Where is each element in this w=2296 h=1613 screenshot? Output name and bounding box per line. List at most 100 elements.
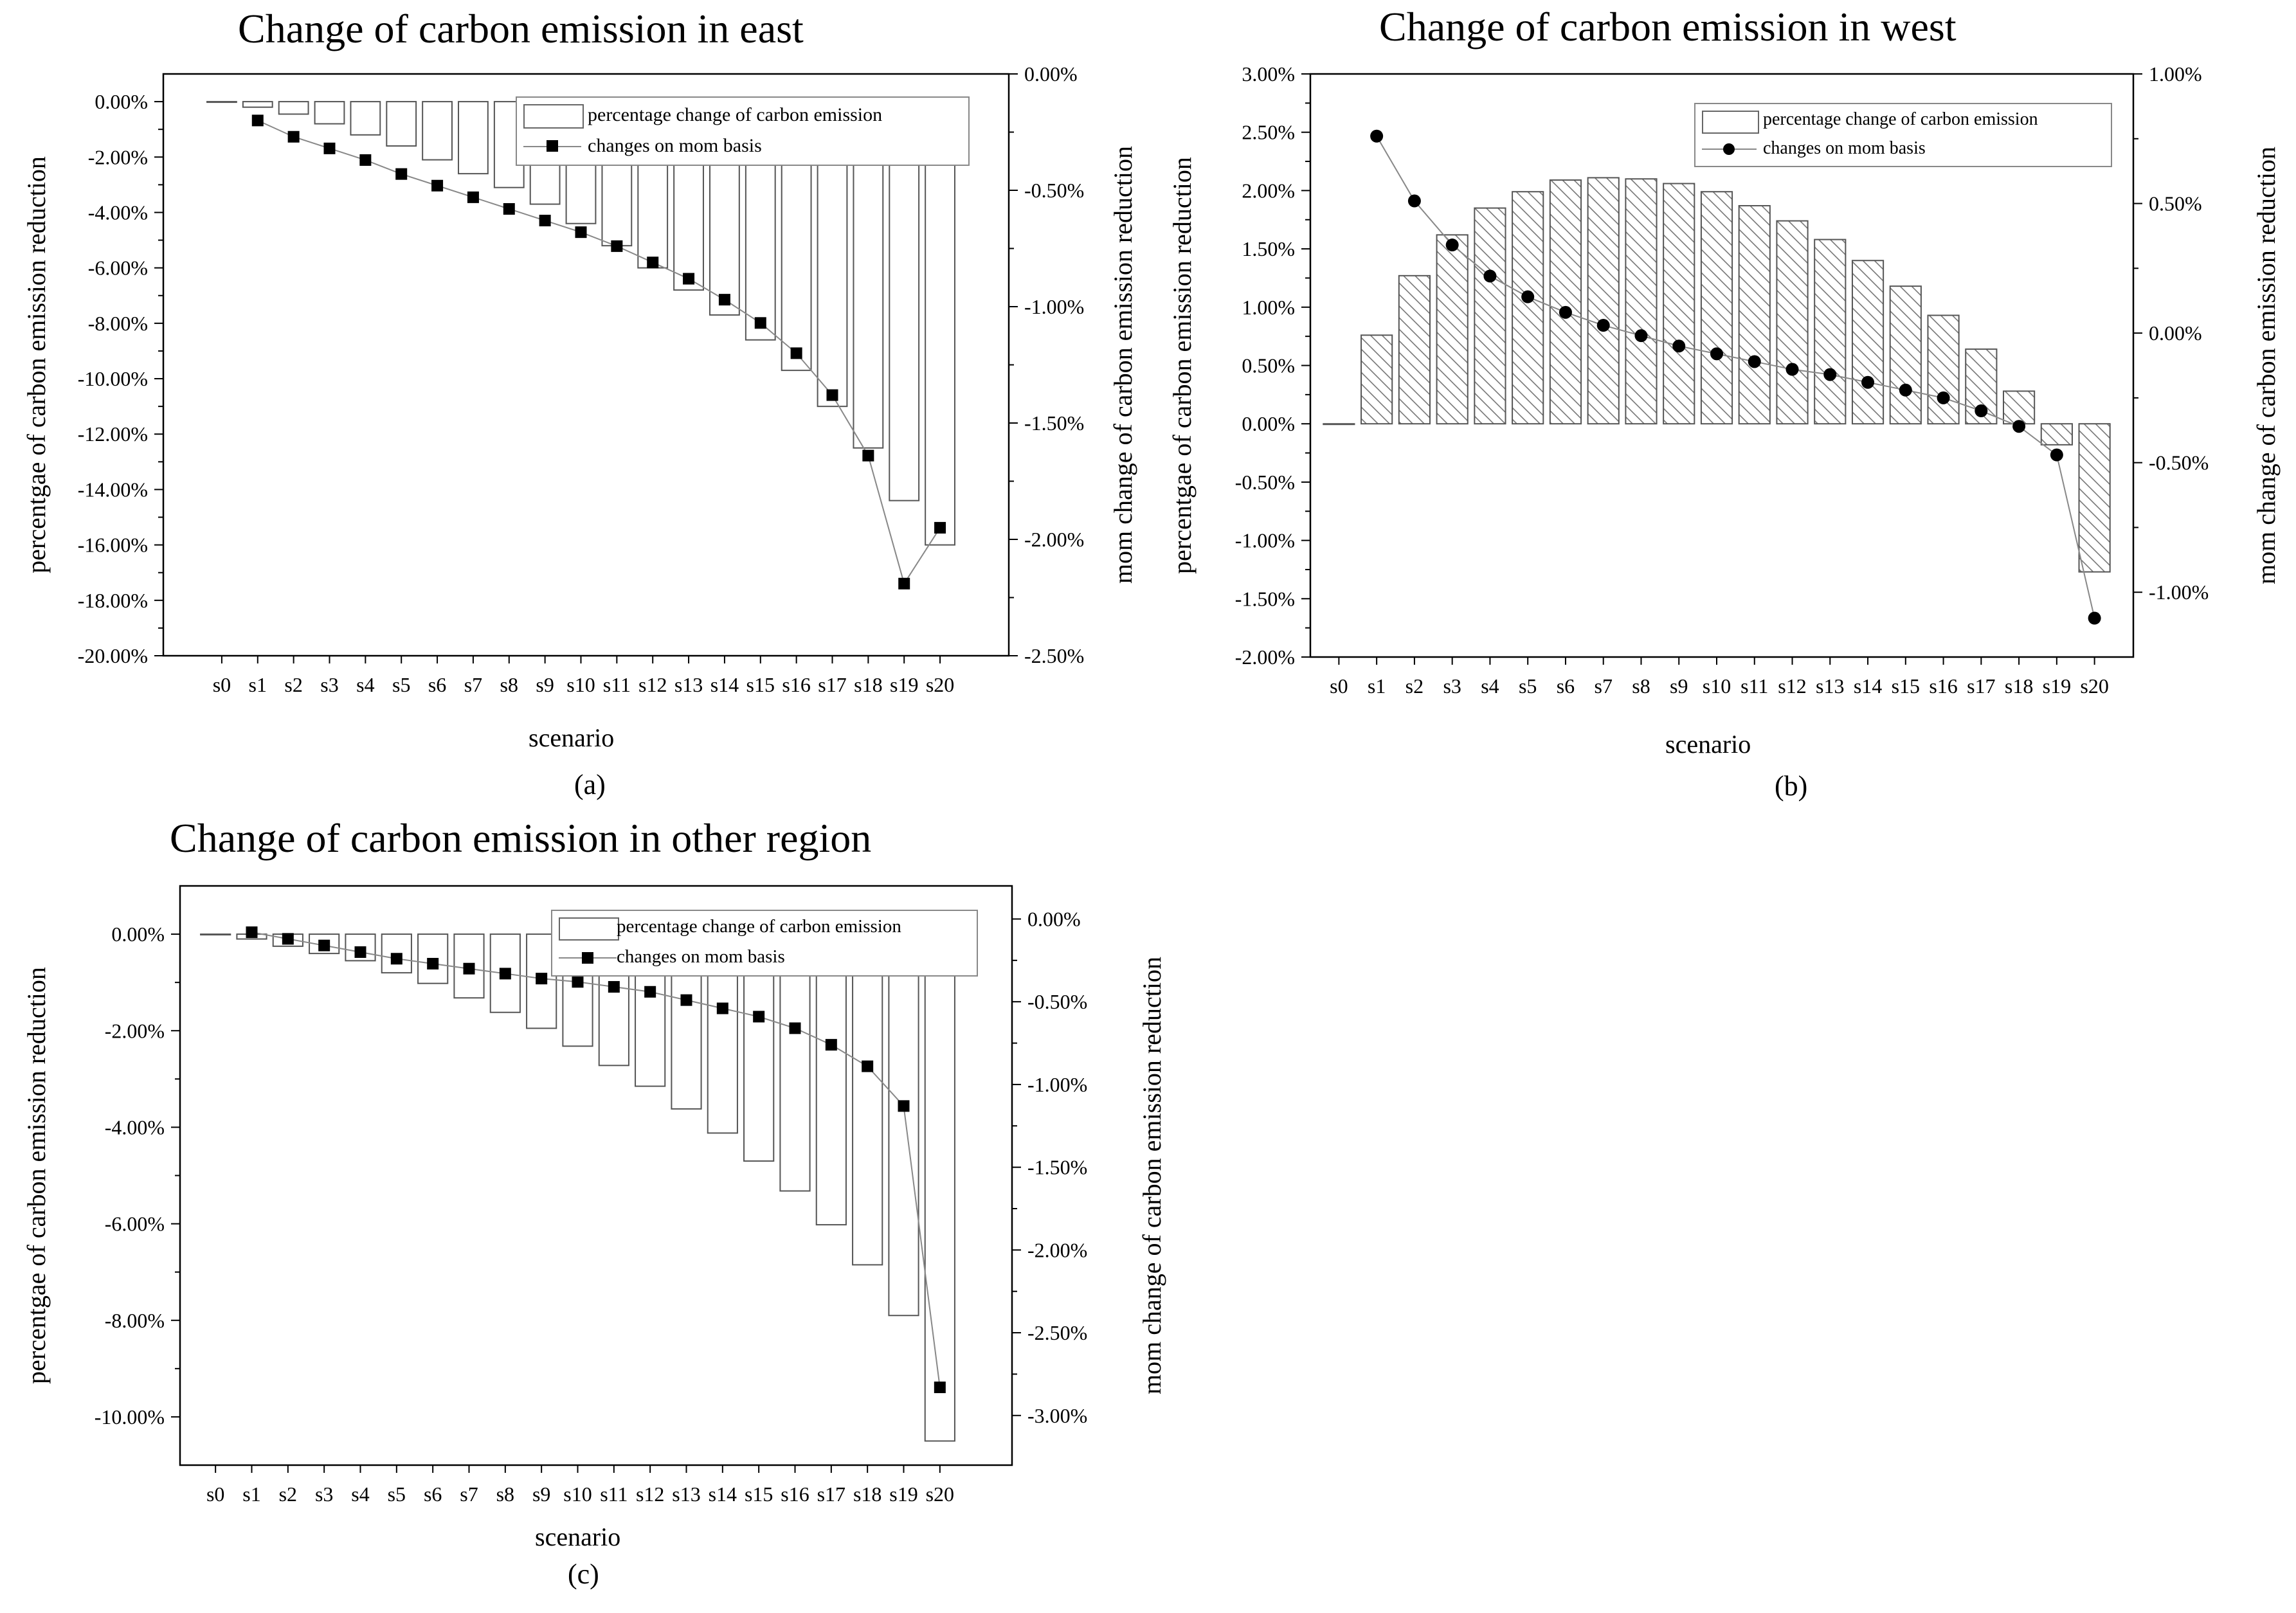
marker-s11 xyxy=(611,240,623,252)
bar-s17 xyxy=(815,933,847,1226)
marker-s19 xyxy=(898,1100,910,1112)
legend-marker-square xyxy=(547,140,558,152)
y-tick-label: 2.00% xyxy=(1242,179,1295,202)
y2-tick-label: -2.00% xyxy=(1024,528,1084,551)
y-tick-label: -6.00% xyxy=(105,1212,165,1236)
marker-s3 xyxy=(1445,239,1459,252)
x-tick-label-s10: s10 xyxy=(566,673,595,696)
bar-s20 xyxy=(925,101,955,546)
y2-tick-label: -2.50% xyxy=(1027,1321,1087,1344)
bar-s16 xyxy=(779,933,811,1192)
marker-s2 xyxy=(287,131,300,143)
marker-s14 xyxy=(716,1002,728,1014)
y-tick-label: -4.00% xyxy=(88,201,148,224)
marker-s11 xyxy=(1748,355,1761,368)
y-tick-label: -4.00% xyxy=(105,1115,165,1139)
chart-panel-other: Change of carbon emission in other regio… xyxy=(0,807,1183,1613)
marker-s6 xyxy=(427,957,439,969)
x-tick-label-s16: s16 xyxy=(1929,674,1957,698)
bar-s18 xyxy=(852,933,883,1266)
marker-s1 xyxy=(246,926,258,939)
y-tick-label: -1.50% xyxy=(1235,587,1295,610)
bar-s3 xyxy=(314,101,345,125)
legend-label-line: changes on mom basis xyxy=(1763,138,1926,158)
chart-title-east: Change of carbon emission in east xyxy=(238,6,804,51)
marker-s5 xyxy=(390,953,402,965)
x-tick-label-s0: s0 xyxy=(213,673,231,696)
x-tick-label-s2: s2 xyxy=(279,1482,297,1506)
y-tick-label: -10.00% xyxy=(95,1405,165,1428)
x-tick-label-s13: s13 xyxy=(672,1482,700,1506)
x-tick-label-s0: s0 xyxy=(206,1482,224,1506)
marker-s15 xyxy=(754,317,766,329)
bar-s15 xyxy=(1889,285,1922,425)
marker-s9 xyxy=(539,215,551,227)
marker-s19 xyxy=(898,577,910,590)
y2-tick-label: -1.00% xyxy=(1024,295,1084,318)
x-tick-label-s4: s4 xyxy=(351,1482,369,1506)
x-axis-label-west: scenario xyxy=(1665,730,1751,759)
y-tick-label: -6.00% xyxy=(88,257,148,280)
marker-s3 xyxy=(318,939,330,951)
x-tick-label-s5: s5 xyxy=(1519,674,1537,698)
y-tick-label: -18.00% xyxy=(78,589,148,612)
bar-s6 xyxy=(422,101,453,161)
bar-s19 xyxy=(2040,423,2073,446)
marker-s11 xyxy=(608,981,620,993)
marker-s5 xyxy=(395,168,408,180)
chart-panel-east: Change of carbon emission in east 0.00% -… xyxy=(0,0,1144,807)
marker-s16 xyxy=(1937,391,1950,404)
y-tick-label: -8.00% xyxy=(88,312,148,335)
marker-s8 xyxy=(503,203,515,215)
x-tick-label-s19: s19 xyxy=(889,1482,917,1506)
y-tick-label: -14.00% xyxy=(78,478,148,501)
bar-s3 xyxy=(1436,234,1469,425)
marker-s16 xyxy=(789,1022,801,1034)
bar-s16 xyxy=(1927,314,1960,425)
bar-s20 xyxy=(924,933,955,1442)
marker-s3 xyxy=(323,142,336,154)
marker-s6 xyxy=(1559,305,1572,319)
chart-title-west: Change of carbon emission in west xyxy=(1379,4,1957,50)
y-tick-label: 3.00% xyxy=(1242,62,1295,86)
x-axis-label-other: scenario xyxy=(535,1522,621,1551)
marker-s14 xyxy=(718,294,730,306)
y2-tick-label: -2.50% xyxy=(1024,644,1084,667)
marker-s20 xyxy=(934,521,946,534)
x-tick-label-s5: s5 xyxy=(388,1482,406,1506)
x-tick-label-s19: s19 xyxy=(890,673,918,696)
marker-s9 xyxy=(536,973,548,985)
marker-s13 xyxy=(683,273,695,285)
y2-tick-label: -1.00% xyxy=(1027,1073,1087,1096)
x-tick-label-s3: s3 xyxy=(1443,674,1461,698)
legend-item-bar xyxy=(559,917,619,941)
bar-s7 xyxy=(458,101,489,175)
x-tick-label-s1: s1 xyxy=(249,673,267,696)
x-tick-label-s14: s14 xyxy=(710,673,739,696)
subfigure-label-b: (b) xyxy=(1775,770,1808,802)
y2-tick-label: -3.00% xyxy=(1027,1404,1087,1427)
marker-s18 xyxy=(862,1060,874,1072)
legend-label-bar: percentage change of carbon emission xyxy=(617,916,901,937)
x-tick-label-s6: s6 xyxy=(1557,674,1575,698)
mom-line xyxy=(257,120,941,586)
x-tick-label-s9: s9 xyxy=(1670,674,1688,698)
y-tick-label: 1.50% xyxy=(1242,237,1295,260)
x-tick-label-s1: s1 xyxy=(1368,674,1386,698)
y-tick-label: -1.00% xyxy=(1235,529,1295,552)
bar-s19 xyxy=(888,933,919,1317)
bar-s19 xyxy=(889,101,920,501)
bar-s4 xyxy=(350,101,381,136)
x-tick-label-s3: s3 xyxy=(315,1482,333,1506)
x-tick-label-s20: s20 xyxy=(926,1482,954,1506)
y-tick-label: 0.00% xyxy=(1242,412,1295,435)
bar-s5 xyxy=(386,101,417,147)
marker-s10 xyxy=(575,226,587,239)
y2-tick-label: -1.00% xyxy=(2149,581,2209,604)
marker-s2 xyxy=(1407,194,1421,208)
marker-s7 xyxy=(1596,319,1610,332)
legend-west: percentage change of carbon emission cha… xyxy=(1694,103,2112,167)
legend-label-line: changes on mom basis xyxy=(617,946,785,967)
y2-axis-label: mom change of carbon emission reduction xyxy=(1137,957,1166,1394)
x-tick-label-s16: s16 xyxy=(782,673,810,696)
